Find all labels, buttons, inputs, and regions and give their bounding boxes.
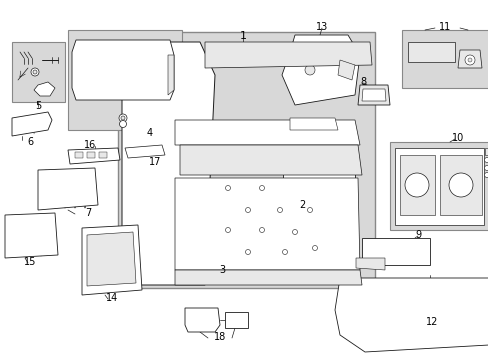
Polygon shape: [224, 312, 247, 328]
Text: 12: 12: [425, 317, 437, 327]
Text: 6: 6: [27, 137, 33, 147]
Polygon shape: [439, 155, 481, 215]
Polygon shape: [407, 42, 454, 62]
Circle shape: [404, 173, 428, 197]
Polygon shape: [175, 178, 359, 270]
Circle shape: [464, 55, 474, 65]
Polygon shape: [72, 40, 174, 100]
Text: 18: 18: [213, 332, 225, 342]
Text: 14: 14: [106, 293, 118, 303]
Polygon shape: [34, 82, 55, 96]
Polygon shape: [68, 148, 120, 164]
Circle shape: [484, 172, 488, 177]
Polygon shape: [394, 148, 483, 225]
Polygon shape: [122, 42, 215, 285]
Circle shape: [312, 246, 317, 251]
Polygon shape: [99, 152, 107, 158]
Polygon shape: [289, 118, 337, 130]
Polygon shape: [355, 258, 384, 270]
Circle shape: [277, 207, 282, 212]
Polygon shape: [87, 232, 136, 286]
Polygon shape: [357, 85, 389, 105]
Circle shape: [259, 185, 264, 190]
Circle shape: [292, 230, 297, 234]
Polygon shape: [175, 270, 361, 285]
Text: 5: 5: [35, 101, 41, 111]
Circle shape: [259, 228, 264, 233]
Bar: [389, 142, 488, 230]
Circle shape: [119, 121, 126, 127]
Circle shape: [33, 70, 37, 74]
Polygon shape: [184, 308, 220, 332]
Polygon shape: [175, 120, 359, 145]
Bar: [401, 30, 488, 88]
Circle shape: [448, 173, 472, 197]
Polygon shape: [204, 42, 371, 68]
Text: 1: 1: [239, 31, 246, 41]
Polygon shape: [361, 89, 385, 101]
Polygon shape: [12, 112, 52, 136]
Circle shape: [305, 65, 314, 75]
Circle shape: [282, 249, 287, 255]
Polygon shape: [457, 50, 481, 68]
Text: 4: 4: [146, 128, 153, 138]
Circle shape: [225, 185, 230, 190]
Polygon shape: [87, 152, 95, 158]
Text: 11: 11: [438, 22, 450, 32]
Text: 3: 3: [219, 265, 224, 275]
Polygon shape: [5, 213, 58, 258]
Circle shape: [31, 68, 39, 76]
Text: 8: 8: [359, 77, 366, 87]
Text: 10: 10: [451, 133, 463, 143]
Circle shape: [467, 58, 471, 62]
Circle shape: [245, 249, 250, 255]
Circle shape: [245, 207, 250, 212]
Circle shape: [484, 166, 488, 171]
Text: 2: 2: [298, 200, 305, 210]
Polygon shape: [282, 35, 359, 105]
Text: 15: 15: [24, 257, 36, 267]
Polygon shape: [38, 168, 98, 210]
Bar: [68, 30, 182, 130]
Bar: [118, 32, 374, 288]
Text: 16: 16: [84, 140, 96, 150]
Text: 9: 9: [414, 230, 420, 240]
Polygon shape: [82, 225, 142, 295]
Bar: [12, 42, 65, 102]
Circle shape: [484, 158, 488, 162]
Polygon shape: [484, 148, 488, 155]
Polygon shape: [399, 155, 434, 215]
Polygon shape: [75, 152, 83, 158]
Text: 13: 13: [315, 22, 327, 32]
Polygon shape: [361, 238, 429, 265]
Polygon shape: [337, 60, 354, 80]
Polygon shape: [125, 145, 164, 158]
Text: 17: 17: [148, 157, 161, 167]
Polygon shape: [180, 145, 361, 175]
Circle shape: [119, 114, 127, 122]
Polygon shape: [168, 55, 174, 95]
Polygon shape: [283, 148, 354, 215]
Polygon shape: [334, 278, 488, 352]
Circle shape: [307, 207, 312, 212]
Text: 7: 7: [85, 208, 91, 218]
Circle shape: [121, 116, 125, 120]
Circle shape: [225, 228, 230, 233]
